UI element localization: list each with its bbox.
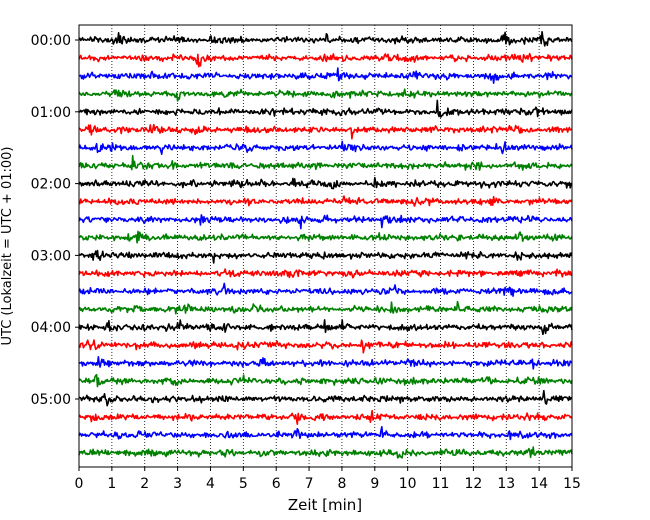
x-axis-label: Zeit [min] xyxy=(288,496,362,514)
trace-row-8 xyxy=(78,176,573,190)
x-tick-label-6: 6 xyxy=(272,476,281,492)
trace-row-9 xyxy=(78,195,573,207)
x-tick-label-12: 12 xyxy=(464,476,482,492)
x-tick-label-7: 7 xyxy=(305,476,314,492)
y-tick-label-3: 03:00 xyxy=(31,248,71,264)
trace-row-5 xyxy=(78,123,573,140)
trace-row-22 xyxy=(78,425,573,441)
x-tick-label-10: 10 xyxy=(399,476,417,492)
trace-row-0 xyxy=(78,30,573,47)
trace-row-23 xyxy=(78,446,573,459)
x-tick-label-2: 2 xyxy=(140,476,149,492)
y-tick-label-4: 04:00 xyxy=(31,320,71,336)
trace-row-2 xyxy=(78,67,573,84)
x-axis-ticks: 0 1 2 3 4 5 6 7 8 9 10 11 12 13 14 15 xyxy=(75,467,581,492)
trace-row-6 xyxy=(78,140,573,155)
trace-row-21 xyxy=(78,409,573,425)
x-tick-label-0: 0 xyxy=(75,476,84,492)
y-axis-label: UTC (Lokalzeit = UTC + 01:00) xyxy=(0,147,15,346)
trace-row-18 xyxy=(78,356,573,370)
y-tick-label-2: 02:00 xyxy=(31,177,71,193)
trace-row-7 xyxy=(78,154,573,171)
y-tick-label-0: 00:00 xyxy=(31,33,71,49)
y-axis-ticks: 00:00 01:00 02:00 03:00 04:00 05:00 xyxy=(31,33,79,408)
trace-row-12 xyxy=(78,249,573,264)
seismogram-traces xyxy=(78,30,573,459)
trace-row-4 xyxy=(78,99,573,118)
trace-row-14 xyxy=(78,282,573,297)
trace-row-16 xyxy=(78,319,573,336)
x-tick-label-1: 1 xyxy=(107,476,116,492)
x-tick-label-9: 9 xyxy=(370,476,379,492)
x-tick-label-13: 13 xyxy=(497,476,515,492)
trace-row-3 xyxy=(78,88,573,102)
x-tick-label-11: 11 xyxy=(432,476,450,492)
x-tick-label-5: 5 xyxy=(239,476,248,492)
trace-row-17 xyxy=(78,339,573,354)
x-tick-label-15: 15 xyxy=(563,476,581,492)
trace-row-13 xyxy=(78,268,573,279)
x-tick-label-4: 4 xyxy=(206,476,215,492)
y-tick-label-5: 05:00 xyxy=(31,392,71,408)
trace-row-1 xyxy=(78,52,573,68)
trace-row-15 xyxy=(78,300,573,315)
trace-row-19 xyxy=(78,373,573,388)
trace-row-20 xyxy=(78,389,573,407)
y-tick-label-1: 01:00 xyxy=(31,105,71,121)
x-tick-label-14: 14 xyxy=(530,476,548,492)
x-tick-label-8: 8 xyxy=(337,476,346,492)
plot-frame xyxy=(78,24,573,468)
trace-row-10 xyxy=(78,214,573,230)
x-tick-label-3: 3 xyxy=(173,476,182,492)
trace-row-11 xyxy=(78,230,573,244)
